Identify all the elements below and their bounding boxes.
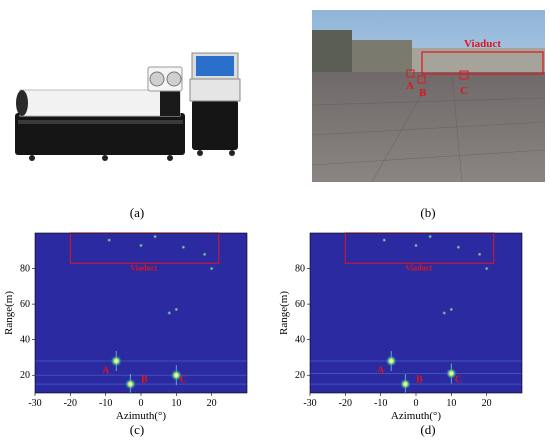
x-tick-label: -30 (28, 398, 41, 409)
viaduct-box-photo (421, 51, 544, 75)
panel-label-c: (c) (129, 422, 145, 437)
viaduct-label: Viaduct (405, 263, 432, 272)
x-axis-title: Azimuth(°) (391, 410, 442, 422)
target-c-box-photo (459, 70, 469, 80)
target-b-box-photo (417, 75, 426, 84)
y-tick-label: 20 (20, 370, 30, 381)
target-c-label: C (455, 374, 462, 385)
range-azimuth-heatmap-c: Viaduct A B C -30 -20 -10 0 10 20 20 40 60 80 Azimuth(… (3, 232, 248, 422)
y-tick-label: 40 (20, 335, 30, 346)
y-tick-label: 20 (295, 370, 305, 381)
street-scene-photo: Viaduct A B C (312, 10, 545, 182)
target-b-label: B (416, 374, 423, 385)
clutter-point (442, 310, 447, 316)
target-a-label-photo: A (406, 80, 414, 92)
range-azimuth-heatmap-d: Viaduct A B C -30 -20 -10 0 10 20 20 40 60 80 Azimuth(… (278, 232, 523, 422)
x-tick-label: 10 (446, 398, 456, 409)
y-tick-label: 60 (20, 299, 30, 310)
clutter-point (477, 252, 482, 257)
clutter-point (484, 266, 489, 271)
target-c-point (170, 369, 183, 382)
clutter-point (382, 237, 387, 243)
y-axis-title: Range(m) (278, 291, 290, 335)
radar-equipment-photo (15, 52, 241, 161)
x-tick-label: -10 (99, 398, 112, 409)
clutter-point (427, 234, 433, 239)
x-tick-label: 0 (414, 398, 419, 409)
clutter-point (202, 252, 207, 257)
panel-label-d: (d) (420, 422, 436, 437)
target-c-label-photo: C (460, 85, 468, 97)
y-axis-title: Range(m) (3, 291, 15, 335)
x-tick-label: 20 (482, 398, 492, 409)
clutter-point (449, 307, 454, 312)
panel-label-b: (b) (420, 205, 436, 220)
target-a-point (385, 355, 398, 367)
clutter-point (209, 266, 214, 271)
target-b-point (124, 378, 137, 390)
x-tick-label: -20 (339, 398, 352, 409)
panel-label-a: (a) (129, 205, 145, 220)
heatmap-background (35, 233, 247, 393)
clutter-point (181, 245, 186, 250)
target-a-label: A (102, 365, 110, 376)
viaduct-label: Viaduct (130, 263, 157, 272)
x-tick-label: -20 (64, 398, 77, 409)
target-c-point (445, 367, 458, 380)
y-tick-label: 40 (295, 335, 305, 346)
target-b-label: B (141, 374, 148, 385)
clutter-point (174, 307, 179, 312)
clutter-point (413, 243, 419, 248)
target-a-point (110, 355, 123, 367)
x-tick-label: 20 (207, 398, 217, 409)
target-a-box-photo (406, 69, 415, 78)
x-tick-label: 0 (139, 398, 144, 409)
x-tick-label: -30 (303, 398, 316, 409)
clutter-point (456, 245, 461, 250)
clutter-point (138, 243, 144, 248)
target-b-point (399, 378, 411, 390)
clutter-point (152, 234, 158, 239)
target-c-label: C (180, 374, 187, 385)
y-tick-label: 80 (20, 264, 30, 275)
clutter-point (167, 310, 172, 316)
x-tick-label: -10 (374, 398, 387, 409)
y-tick-label: 60 (295, 299, 305, 310)
y-tick-label: 80 (295, 264, 305, 275)
heatmap-background (310, 233, 522, 393)
target-a-label: A (377, 365, 385, 376)
clutter-point (107, 237, 112, 243)
viaduct-label-photo: Viaduct (464, 38, 501, 50)
target-b-label-photo: B (419, 87, 427, 99)
x-tick-label: 10 (171, 398, 181, 409)
x-axis-title: Azimuth(°) (116, 410, 167, 422)
